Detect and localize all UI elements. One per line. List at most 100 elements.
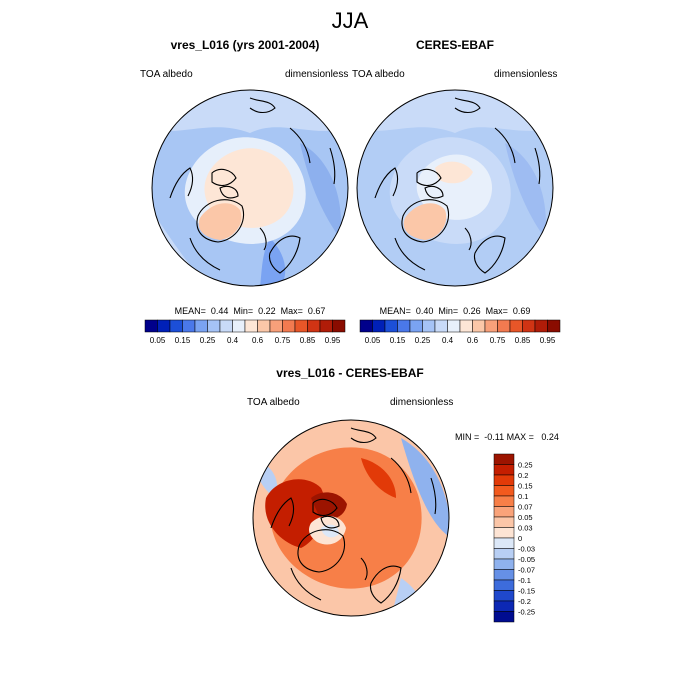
colorbar-tick-label: 0.4	[442, 336, 454, 345]
panel-diff-units-label: dimensionless	[390, 397, 454, 408]
colorbar-tick-label: 0.05	[365, 336, 381, 345]
colorbar-swatch	[182, 319, 196, 333]
colorbar-swatch	[282, 319, 296, 333]
colorbar-tick-label: 0.4	[227, 336, 239, 345]
colorbar-swatch	[332, 319, 346, 333]
colorbar-model: 0.05 0.15 0.25 0.4 0.6 0.75 0.85 0.95	[144, 319, 346, 345]
panel-title-diff: vres_L016 - CERES-EBAF	[276, 366, 424, 380]
map-fill-east-negative	[401, 438, 449, 538]
map-border	[356, 89, 554, 287]
colorbar-swatch	[493, 474, 515, 486]
colorbar-tick-label: 0.25	[200, 336, 216, 345]
map-fill-east-band	[505, 143, 546, 238]
colorbar-diff: 0.250.2 0.150.1 0.070.05 0.030 -0.03-0.05 -0.…	[493, 453, 535, 623]
panel-obs-units-label: dimensionless	[494, 69, 558, 80]
map-fill-arctic	[416, 154, 493, 220]
colorbar-tick-label: -0.03	[518, 545, 535, 554]
colorbar-tick-label: 0.15	[390, 336, 406, 345]
map-fill-greenland	[198, 203, 242, 240]
colorbar-swatch	[484, 319, 498, 333]
colorbar-swatch	[409, 319, 423, 333]
colorbar-tick-label: 0.25	[518, 461, 533, 470]
colorbar-swatch	[493, 611, 515, 623]
colorbar-swatch	[493, 464, 515, 476]
colorbar-tick-label: 0.85	[300, 336, 316, 345]
colorbar-tick-label: -0.2	[518, 597, 531, 606]
colorbar-tick-label: -0.25	[518, 608, 535, 617]
colorbar-swatch	[232, 319, 246, 333]
colorbar-swatch	[307, 319, 321, 333]
colorbar-tick-label: 0.15	[175, 336, 191, 345]
colorbar-tick-label: 0.85	[515, 336, 531, 345]
panel-title-model: vres_L016 (yrs 2001-2004)	[170, 38, 320, 52]
colorbar-tick-label: -0.07	[518, 566, 535, 575]
colorbar-tick-label: 0.75	[490, 336, 506, 345]
panel-title-obs: CERES-EBAF	[415, 38, 494, 52]
colorbar-tick-label: 0.05	[518, 513, 533, 522]
map-fill-max-positive	[311, 492, 347, 519]
colorbar-swatch	[447, 319, 461, 333]
coastlines	[270, 427, 437, 604]
colorbar-tick-label: -0.1	[518, 576, 531, 585]
map-fill-east-band	[300, 143, 341, 238]
coastlines	[374, 97, 541, 274]
map-border	[151, 89, 349, 287]
colorbar-swatch	[493, 579, 515, 591]
colorbar-tick-label: 0.2	[518, 471, 528, 480]
colorbar-swatch	[493, 569, 515, 581]
colorbar-swatch	[219, 319, 233, 333]
map-fill-south-band	[260, 238, 286, 286]
colorbar-swatch	[372, 319, 386, 333]
panel-model-variable-label: TOA albedo	[140, 69, 193, 80]
colorbar-swatch	[397, 319, 411, 333]
map-fill-greenland	[403, 203, 447, 240]
colorbar-swatch	[497, 319, 511, 333]
colorbar-swatch	[194, 319, 208, 333]
colorbar-swatch	[493, 527, 515, 539]
colorbar-swatch	[493, 516, 515, 528]
colorbar-swatch	[422, 319, 436, 333]
colorbar-tick-label: 0.6	[467, 336, 479, 345]
colorbar-tick-label: 0	[518, 534, 522, 543]
colorbar-tick-label: 0.6	[252, 336, 264, 345]
polar-map-obs	[356, 89, 554, 287]
colorbar-swatch	[294, 319, 308, 333]
colorbar-swatch	[359, 319, 373, 333]
panel-diff-stats: MIN = -0.11 MAX = 0.24	[455, 432, 559, 442]
colorbar-swatch	[493, 485, 515, 497]
colorbar-swatch	[493, 590, 515, 602]
colorbar-swatch	[472, 319, 486, 333]
panel-diff-variable-label: TOA albedo	[247, 397, 300, 408]
colorbar-tick-label: 0.95	[540, 336, 556, 345]
colorbar-swatch	[547, 319, 561, 333]
colorbar-swatch	[493, 495, 515, 507]
polar-map-model	[151, 89, 349, 287]
map-fill-north-band	[357, 90, 553, 133]
colorbar-tick-label: 0.75	[275, 336, 291, 345]
colorbar-swatch	[384, 319, 398, 333]
colorbar-swatch	[522, 319, 536, 333]
colorbar-swatch	[493, 558, 515, 570]
colorbar-tick-label: -0.05	[518, 555, 535, 564]
colorbar-swatch	[493, 548, 515, 560]
colorbar-swatch	[257, 319, 271, 333]
polar-map-diff	[252, 419, 450, 617]
colorbar-swatch	[534, 319, 548, 333]
map-fill-northeast-positive	[361, 458, 396, 498]
colorbar-swatch	[493, 600, 515, 612]
colorbar-tick-label: 0.95	[325, 336, 341, 345]
colorbar-tick-label: 0.07	[518, 503, 533, 512]
colorbar-swatch	[244, 319, 258, 333]
colorbar-swatch	[319, 319, 333, 333]
map-border	[252, 419, 450, 617]
colorbar-tick-label: 0.25	[415, 336, 431, 345]
colorbar-tick-label: 0.1	[518, 492, 528, 501]
colorbar-swatch	[509, 319, 523, 333]
colorbar-obs: 0.05 0.15 0.25 0.4 0.6 0.75 0.85 0.95	[359, 319, 561, 345]
colorbar-tick-label: 0.03	[518, 524, 533, 533]
colorbar-swatch	[493, 537, 515, 549]
panel-model-stats: MEAN= 0.44 Min= 0.22 Max= 0.67	[174, 306, 326, 316]
colorbar-swatch	[157, 319, 171, 333]
colorbar-tick-label: 0.05	[150, 336, 166, 345]
panel-model-units-label: dimensionless	[285, 69, 349, 80]
